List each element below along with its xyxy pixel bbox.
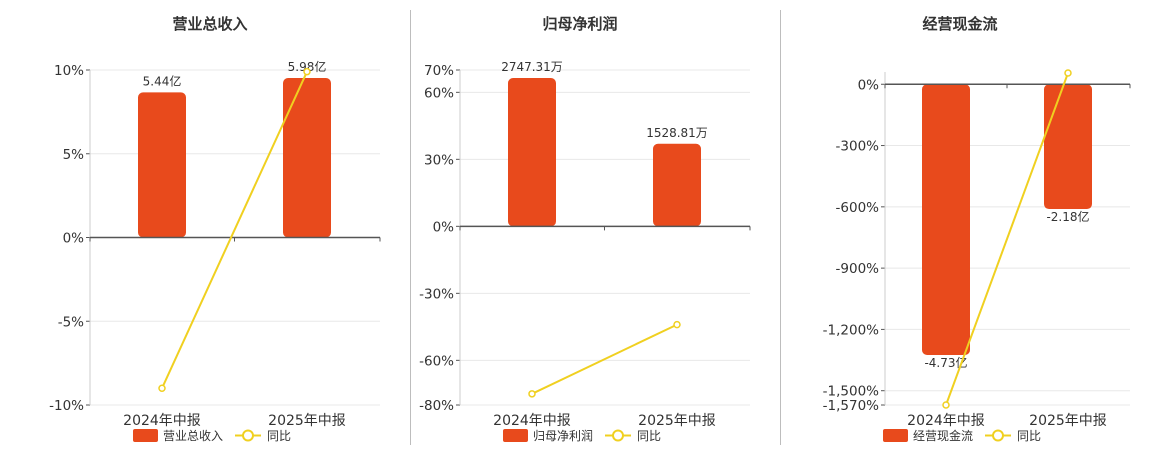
legend-line-marker (992, 429, 1004, 442)
chart-panel-2: 归母净利润 70% 60% 30% 0% -30% -60% -80% 2747.31万 1528… (419, 15, 751, 443)
y-tick-label: -900% (836, 261, 880, 277)
y-tick-label: -1,500% (823, 384, 880, 400)
bar (508, 78, 556, 227)
bar-data-label: 2747.31万 (501, 60, 563, 74)
yoy-point (673, 320, 681, 329)
x-tick-label: 2025年中报 (1029, 413, 1107, 429)
y-tick-label: 70% (424, 63, 454, 79)
y-tick-label: -1,200% (823, 322, 880, 338)
y-tick-label: -600% (836, 200, 880, 216)
y-tick-label: 30% (424, 152, 454, 168)
yoy-point (1064, 69, 1072, 77)
bar-data-label: 1528.81万 (646, 126, 708, 140)
legend-bar-swatch (883, 429, 908, 442)
y-tick-label: -60% (419, 353, 454, 369)
y-tick-label: -5% (58, 314, 84, 330)
y-tick-label: -30% (419, 286, 454, 302)
y-tick-label: -10% (49, 398, 84, 414)
y-tick-label: -80% (419, 398, 454, 414)
yoy-point (942, 401, 950, 409)
yoy-line (531, 323, 678, 395)
bar-data-label: 5.98亿 (288, 59, 327, 74)
x-tick-label: 2024年中报 (907, 413, 985, 429)
legend-bar-swatch (503, 429, 528, 442)
bar-data-label: 5.44亿 (143, 73, 182, 88)
y-tick-label: -300% (836, 139, 880, 155)
chart-panel-3: 经营现金流 0% -300% -600% -900% -1,200% -1,500%-1,5… (823, 15, 1131, 443)
bar (1044, 84, 1092, 210)
yoy-line (161, 71, 308, 389)
legend-bar-label: 经营现金流 (913, 428, 973, 443)
chart-title: 归母净利润 (542, 15, 617, 33)
y-tick-label: -1,570% (823, 398, 880, 414)
legend-bar-label: 归母净利润 (533, 429, 593, 443)
bar (283, 78, 331, 238)
chart-title: 营业总收入 (172, 15, 247, 33)
bar-data-label: -2.18亿 (1046, 209, 1089, 224)
panel-divider (410, 10, 411, 445)
legend-line-label: 同比 (267, 429, 291, 443)
y-tick-label: 0% (63, 231, 85, 247)
y-tick-label: 10% (54, 63, 84, 79)
x-tick-label: 2024年中报 (493, 413, 571, 429)
panel-divider (780, 10, 781, 445)
yoy-point (158, 384, 166, 392)
bar (922, 84, 970, 356)
legend-line-marker (612, 429, 624, 442)
yoy-point (303, 67, 311, 76)
y-tick-label: 0% (433, 219, 455, 235)
legend-bar-label: 营业总收入 (163, 429, 223, 443)
chart-panel-1: 营业总收入 10% 5% 0% -5% -10% 5.44亿 5.98亿 2024年中报 2025… (49, 15, 381, 443)
bar-data-label: -4.73亿 (924, 355, 967, 370)
x-tick-label: 2024年中报 (123, 413, 201, 429)
legend-line-label: 同比 (637, 429, 661, 443)
yoy-point (528, 390, 536, 398)
legend-line-marker (242, 429, 254, 442)
y-tick-label: 0% (858, 77, 880, 93)
bar (138, 92, 186, 238)
legend-line-label: 同比 (1017, 429, 1041, 443)
yoy-line (945, 72, 1069, 406)
bar (653, 143, 701, 227)
x-tick-label: 2025年中报 (638, 413, 716, 429)
x-tick-label: 2025年中报 (268, 413, 346, 429)
legend-bar-swatch (133, 429, 158, 442)
chart-title: 经营现金流 (922, 15, 997, 33)
y-tick-label: 5% (63, 147, 85, 163)
y-tick-label: 60% (424, 85, 454, 101)
